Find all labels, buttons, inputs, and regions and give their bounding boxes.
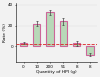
Y-axis label: Rate (%): Rate (%) [3,23,7,42]
Bar [86,46,94,55]
X-axis label: Quantity of HPI (g): Quantity of HPI (g) [36,70,77,74]
Bar [33,24,40,46]
Bar [20,43,27,46]
Bar [73,43,80,46]
Bar [46,12,54,46]
Bar [60,21,67,46]
